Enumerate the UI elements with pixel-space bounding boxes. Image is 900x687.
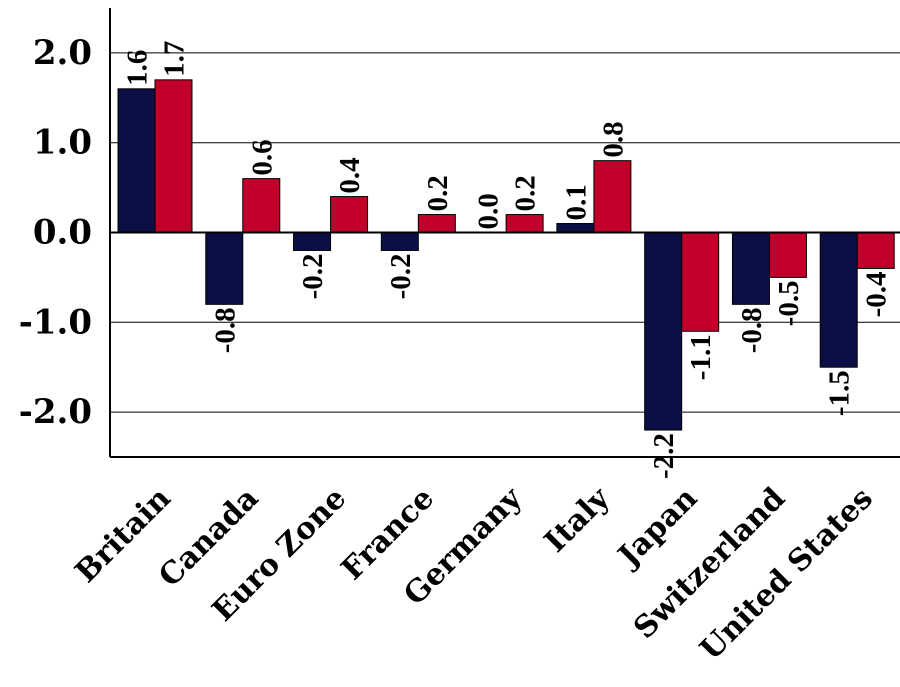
bar — [819, 232, 858, 368]
data-label: 0.2 — [510, 175, 542, 211]
data-label: -0.8 — [209, 307, 241, 353]
bar — [856, 232, 895, 269]
bar — [242, 178, 281, 233]
data-label: -0.2 — [385, 253, 417, 299]
data-label: 1.6 — [122, 50, 154, 86]
y-tick-label: -1.0 — [19, 302, 92, 342]
bar — [681, 232, 720, 332]
bar — [154, 79, 193, 233]
axes — [109, 8, 900, 458]
bar — [417, 214, 456, 233]
y-tick-label: 0.0 — [33, 213, 92, 253]
y-tick-label: 2.0 — [33, 33, 92, 73]
bar — [380, 232, 419, 251]
bar — [768, 232, 807, 278]
bar — [644, 232, 683, 431]
data-label: 0.6 — [246, 139, 278, 175]
bar — [117, 88, 156, 233]
bar — [556, 223, 595, 234]
bar — [731, 232, 770, 305]
bar — [293, 232, 332, 251]
y-tick-label: -2.0 — [19, 392, 92, 432]
data-label: -0.8 — [736, 307, 768, 353]
gridlines — [110, 52, 900, 413]
bars — [117, 79, 895, 431]
bar — [330, 196, 369, 233]
data-label: -2.2 — [648, 433, 680, 479]
bar — [505, 214, 544, 233]
data-labels: 1.6 -0.8 -0.2 -0.2 0.0 0.1 -2.2 -0.8 -1.5 1.7 0.6 0… — [122, 41, 893, 479]
bar — [593, 160, 632, 233]
data-label: -1.5 — [824, 370, 856, 416]
category-label: Italy — [538, 480, 618, 560]
data-label: -0.5 — [773, 280, 805, 326]
data-label: 0.2 — [422, 175, 454, 211]
category-label: Switzerland — [627, 481, 792, 646]
data-label: 0.0 — [473, 193, 505, 229]
bar — [205, 232, 244, 305]
data-label: -0.4 — [861, 271, 893, 317]
data-label: 0.4 — [334, 157, 366, 193]
y-tick-labels: 2.0 1.0 0.0 -1.0 -2.0 — [19, 33, 92, 432]
data-label: 0.8 — [597, 121, 629, 157]
y-tick-label: 1.0 — [33, 123, 92, 163]
data-label: 0.1 — [560, 184, 592, 220]
data-label: -0.2 — [297, 253, 329, 299]
data-label: -1.1 — [685, 334, 717, 380]
data-label: 1.7 — [159, 41, 191, 77]
